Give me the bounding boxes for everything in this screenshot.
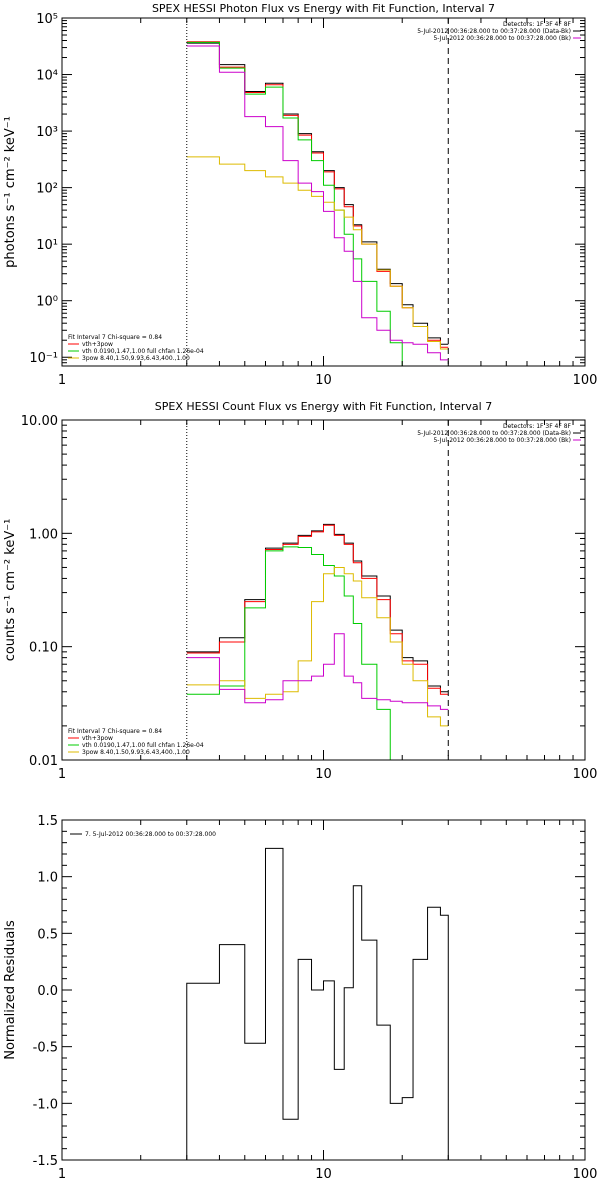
- series-data-line: [186, 42, 449, 345]
- legend-entry: 7. 5-Jul-2012 00:36:28.000 to 00:37:28.0…: [85, 831, 216, 838]
- x-tick-label: 100: [573, 767, 598, 782]
- x-tick-label: 100: [573, 1167, 598, 1182]
- y-axis-label: photons s⁻¹ cm⁻² keV⁻¹: [3, 116, 18, 268]
- legend-entry: 5-Jul-2012 00:36:28.000 to 00:37:28.000 …: [433, 35, 571, 42]
- x-tick-label: 1: [58, 767, 66, 782]
- y-tick-label: -1.5: [33, 1154, 58, 1169]
- y-tick-label: 0.5: [37, 927, 58, 942]
- x-tick-label: 10: [315, 1167, 332, 1182]
- y-tick-label: 10⁵: [36, 12, 58, 27]
- y-tick-label: 10²: [36, 182, 58, 197]
- y-tick-label: 10¹: [36, 238, 58, 253]
- legend-entry: 5-Jul-2012 00:36:28.000 to 00:37:28.000 …: [433, 437, 571, 444]
- x-tick-label: 10: [315, 373, 332, 388]
- series-background-line: [186, 633, 449, 710]
- chart-title: SPEX HESSI Photon Flux vs Energy with Fi…: [152, 2, 495, 15]
- y-tick-label: 10³: [36, 125, 58, 140]
- series-total-line: [186, 41, 449, 348]
- x-tick-label: 100: [573, 373, 598, 388]
- y-tick-label: 1.0: [37, 871, 58, 886]
- y-tick-label: 0.0: [37, 984, 58, 999]
- legend-entry: Fit Interval 7 Chi-square = 0.84: [68, 334, 162, 341]
- y-tick-label: 1.5: [37, 814, 58, 829]
- series-data-line: [186, 523, 449, 693]
- legend-entry: vth 0.0190,1.47,1.00 full chfan 1.26e-04: [82, 742, 204, 749]
- plot-panel-1: SPEX HESSI Photon Flux vs Energy with Fi…: [3, 2, 598, 388]
- series-thermal-line: [186, 546, 391, 760]
- series-residuals-line: [186, 847, 449, 1160]
- legend-entry: 3pow 8.40,1.50,9.93,6.43,400.,1.00: [82, 355, 190, 362]
- series-thermal-line: [186, 41, 403, 366]
- plot-panel-2: SPEX HESSI Count Flux vs Energy with Fit…: [3, 400, 598, 782]
- y-tick-label: -1.0: [33, 1097, 58, 1112]
- y-tick-label: 0.10: [29, 641, 58, 656]
- legend-entry: vth+3pow: [82, 341, 113, 348]
- y-tick-label: 0.01: [29, 754, 58, 769]
- y-tick-label: 10.00: [21, 414, 58, 429]
- series-powerlaw-line: [186, 156, 449, 350]
- y-axis-label: counts s⁻¹ cm⁻² keV⁻¹: [3, 519, 18, 662]
- chart-title: SPEX HESSI Count Flux vs Energy with Fit…: [155, 400, 492, 413]
- y-tick-label: 10⁻¹: [29, 351, 58, 366]
- x-tick-label: 1: [58, 1167, 66, 1182]
- legend-entry: 3pow 8.40,1.50,9.93,6.43,400.,1.00: [82, 749, 190, 756]
- legend-entry: Detectors: 1F 3F 4F 8F: [503, 21, 572, 28]
- x-tick-label: 1: [58, 373, 66, 388]
- y-tick-label: -0.5: [33, 1041, 58, 1056]
- y-tick-label: 1.00: [29, 527, 58, 542]
- legend-entry: Detectors: 1F 3F 4F 8F: [503, 423, 572, 430]
- series-powerlaw-line: [186, 566, 449, 727]
- y-tick-label: 10⁰: [36, 295, 58, 310]
- legend-entry: vth 0.0190,1.47,1.00 full chfan 1.26e-04: [82, 348, 204, 355]
- legend-entry: vth+3pow: [82, 735, 113, 742]
- x-tick-label: 10: [315, 767, 332, 782]
- y-tick-label: 10⁴: [36, 69, 58, 84]
- series-total-line: [186, 524, 449, 695]
- plot-panel-3: Normalized Residuals 1 10 100 -1.5 -1.0 -0.5 0.…: [3, 814, 598, 1182]
- legend-entry: 5-Jul-2012 00:36:28.000 to 00:37:28.000 …: [417, 430, 571, 437]
- legend-entry: Fit Interval 7 Chi-square = 0.84: [68, 728, 162, 735]
- y-axis-label: Normalized Residuals: [3, 920, 18, 1060]
- legend-entry: 5-Jul-2012 00:36:28.000 to 00:37:28.000 …: [417, 28, 571, 35]
- series-background-line: [186, 45, 449, 361]
